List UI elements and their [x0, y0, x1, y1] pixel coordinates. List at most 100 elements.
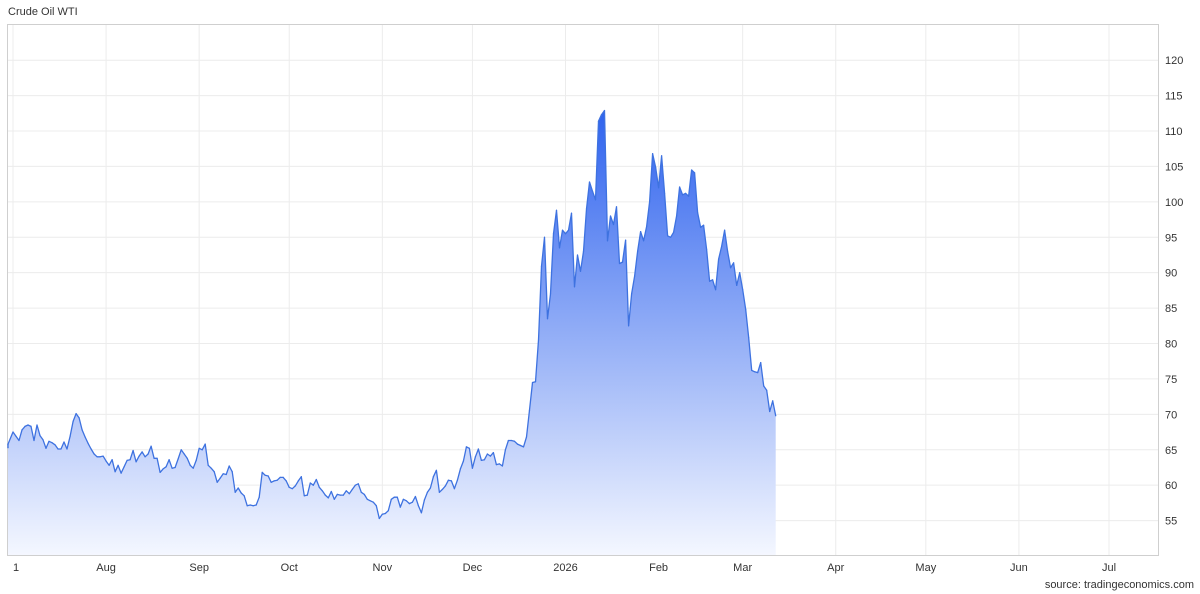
- price-point: [600, 114, 603, 116]
- price-point: [634, 275, 636, 277]
- price-point: [105, 460, 107, 462]
- price-point: [120, 472, 122, 474]
- price-point: [588, 181, 591, 183]
- y-tick-label: 100: [1165, 197, 1183, 209]
- price-point: [102, 455, 104, 457]
- price-point: [366, 498, 368, 500]
- y-tick-label: 110: [1165, 126, 1183, 138]
- price-point: [90, 448, 92, 450]
- price-point: [111, 459, 113, 461]
- price-point: [264, 474, 266, 476]
- price-point: [576, 254, 579, 256]
- price-point: [348, 493, 350, 495]
- price-point: [769, 410, 771, 413]
- price-point: [432, 476, 434, 478]
- price-point: [555, 209, 558, 211]
- price-point: [459, 468, 461, 470]
- price-point: [12, 431, 14, 433]
- x-tick-label: Oct: [281, 562, 298, 574]
- y-tick-label: 60: [1165, 480, 1177, 492]
- price-point: [504, 449, 506, 451]
- price-point: [673, 231, 675, 233]
- price-point: [243, 495, 245, 497]
- price-point: [528, 409, 531, 411]
- price-point: [132, 449, 134, 452]
- price-point: [219, 477, 221, 479]
- price-point: [712, 279, 714, 281]
- price-point: [612, 223, 615, 226]
- price-point: [694, 172, 696, 174]
- price-point: [99, 456, 101, 458]
- price-point: [81, 429, 83, 431]
- price-point: [96, 456, 98, 458]
- price-point: [468, 447, 470, 449]
- price-point: [300, 476, 302, 478]
- price-point: [168, 459, 170, 461]
- y-tick-label: 105: [1165, 161, 1183, 173]
- price-point: [153, 457, 155, 459]
- price-point: [444, 485, 446, 487]
- price-point: [471, 467, 473, 469]
- price-point: [267, 475, 269, 477]
- price-point: [51, 442, 53, 444]
- price-points: [7, 109, 777, 520]
- price-point: [39, 435, 41, 437]
- price-point: [582, 250, 585, 252]
- price-point: [216, 481, 218, 483]
- price-point: [180, 449, 182, 451]
- price-point: [748, 337, 750, 339]
- price-point: [372, 501, 374, 503]
- price-point: [721, 245, 723, 248]
- price-point: [66, 448, 68, 450]
- price-point: [186, 457, 188, 459]
- price-point: [447, 479, 449, 481]
- price-point: [513, 440, 516, 442]
- price-point: [303, 495, 305, 497]
- price-point: [766, 389, 768, 391]
- price-point: [615, 206, 618, 208]
- price-point: [138, 455, 140, 457]
- price-point: [378, 517, 380, 520]
- price-point: [390, 498, 392, 500]
- price-point: [402, 498, 404, 500]
- price-point: [174, 466, 176, 469]
- price-point: [414, 495, 416, 498]
- price-point: [60, 448, 62, 450]
- x-tick-label: Jun: [1010, 562, 1028, 574]
- price-point: [369, 500, 371, 502]
- price-point: [688, 195, 690, 197]
- price-point: [411, 501, 413, 503]
- price-point: [603, 109, 606, 112]
- x-tick-label: Sep: [189, 562, 209, 574]
- price-point: [261, 471, 263, 473]
- price-point: [453, 488, 455, 490]
- price-point: [429, 487, 431, 489]
- price-point: [676, 215, 678, 217]
- price-point: [78, 417, 80, 419]
- price-point: [691, 169, 693, 171]
- price-point: [72, 420, 74, 422]
- price-point: [724, 229, 726, 231]
- price-point: [258, 496, 260, 498]
- price-point: [625, 239, 627, 241]
- price-point: [736, 284, 738, 286]
- price-point: [540, 265, 543, 267]
- x-tick-label: Apr: [827, 562, 844, 574]
- price-point: [360, 491, 362, 493]
- price-point: [477, 448, 479, 450]
- price-point: [240, 492, 242, 494]
- price-point: [456, 479, 458, 481]
- price-point: [637, 250, 639, 252]
- price-point: [279, 476, 281, 478]
- price-point: [285, 480, 287, 482]
- y-tick-label: 75: [1165, 374, 1177, 386]
- price-point: [507, 439, 509, 442]
- price-point: [628, 325, 630, 327]
- price-point: [336, 493, 338, 495]
- price-point: [546, 318, 549, 320]
- price-point: [730, 267, 732, 269]
- price-point: [715, 289, 717, 291]
- price-point: [222, 473, 224, 475]
- price-point: [342, 494, 344, 496]
